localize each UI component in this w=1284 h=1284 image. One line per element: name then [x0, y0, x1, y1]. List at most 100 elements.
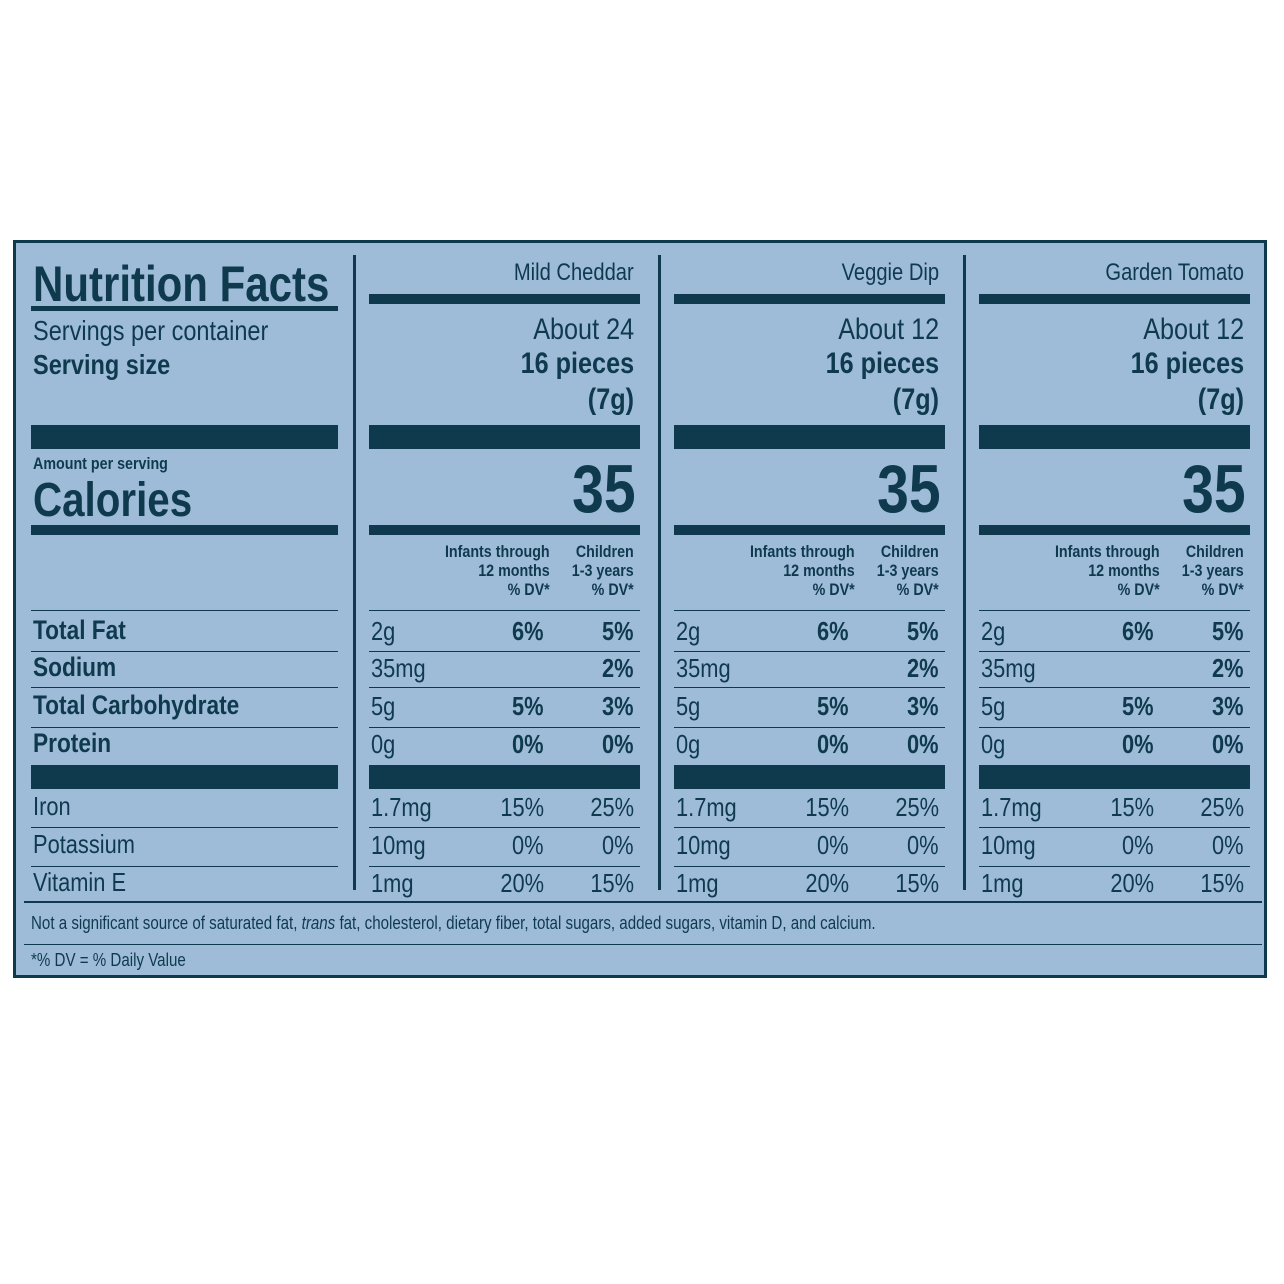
product-title-rule	[979, 294, 1250, 304]
children-dv-value: 15%	[1200, 868, 1244, 898]
nutrient-amount: 35mg	[981, 653, 1036, 683]
header-divider	[369, 610, 640, 611]
children-dv-value: 3%	[1212, 691, 1244, 721]
nutrient-label-total-fat: Total Fat	[33, 615, 126, 645]
infants-dv-value: 6%	[1122, 616, 1154, 646]
row-divider	[674, 651, 945, 652]
infants-dv-header: Infants through 12 months% DV*	[750, 542, 855, 599]
calories-rule	[369, 525, 640, 535]
row-divider	[979, 727, 1250, 728]
row-divider	[674, 727, 945, 728]
nutrient-amount: 1mg	[676, 868, 719, 898]
header-divider	[31, 610, 338, 611]
infants-dv-value: 5%	[817, 691, 849, 721]
nutrient-amount: 1mg	[981, 868, 1024, 898]
thick-rule	[979, 425, 1250, 449]
children-dv-header-line: 1-3 years	[1182, 561, 1244, 580]
not-significant-note: Not a significant source of saturated fa…	[31, 913, 876, 933]
children-dv-header: Children 1-3 years% DV*	[572, 542, 634, 599]
header-divider	[979, 610, 1250, 611]
nutrient-amount: 1.7mg	[371, 792, 432, 822]
serving-size-pieces: 16 pieces	[825, 347, 939, 380]
row-divider	[979, 827, 1250, 828]
infants-dv-value: 0%	[817, 830, 849, 860]
infants-dv-header: Infants through 12 months% DV*	[445, 542, 550, 599]
children-dv-value: 5%	[602, 616, 634, 646]
row-divider	[674, 866, 945, 867]
calories-rule	[31, 525, 338, 535]
children-dv-value: 2%	[1212, 653, 1244, 683]
children-dv-value: 5%	[1212, 616, 1244, 646]
infants-dv-header-line: 12 months	[1088, 561, 1160, 580]
infants-dv-header-line: 12 months	[478, 561, 550, 580]
serving-size-grams: (7g)	[587, 383, 634, 416]
thick-rule	[369, 765, 640, 789]
infants-dv-value: 15%	[1110, 792, 1154, 822]
row-divider	[31, 827, 338, 828]
thick-rule	[674, 425, 945, 449]
children-dv-value: 25%	[590, 792, 634, 822]
serving-size-label: Serving size	[33, 349, 171, 380]
nutrient-label-sodium: Sodium	[33, 652, 117, 682]
infants-dv-value: 20%	[500, 868, 544, 898]
infants-dv-value: 6%	[817, 616, 849, 646]
children-dv-header: Children 1-3 years% DV*	[877, 542, 939, 599]
header-divider	[674, 610, 945, 611]
nutrient-amount: 0g	[981, 729, 1006, 759]
children-dv-value: 0%	[602, 830, 634, 860]
row-divider	[979, 866, 1250, 867]
row-divider	[31, 687, 338, 688]
nutrient-amount: 5g	[981, 691, 1006, 721]
nutrient-amount: 2g	[981, 616, 1006, 646]
nutrient-amount: 10mg	[676, 830, 731, 860]
nutrient-amount: 35mg	[676, 653, 731, 683]
calories-rule	[979, 525, 1250, 535]
servings-per-container-label: Servings per container	[33, 315, 269, 346]
infants-dv-value: 5%	[1122, 691, 1154, 721]
children-dv-value: 25%	[1200, 792, 1244, 822]
nutrient-amount: 10mg	[371, 830, 426, 860]
children-dv-value: 5%	[907, 616, 939, 646]
children-dv-header-line: Children	[1186, 542, 1244, 561]
nutrient-amount: 5g	[676, 691, 701, 721]
infants-dv-value: 15%	[500, 792, 544, 822]
nutrient-label-total-carbohydrate: Total Carbohydrate	[33, 690, 240, 720]
children-dv-header-line: Children	[881, 542, 939, 561]
children-dv-value: 25%	[895, 792, 939, 822]
row-divider	[369, 866, 640, 867]
calories-label: Calories	[33, 474, 193, 527]
footer-rule	[24, 901, 1262, 903]
children-dv-value: 0%	[907, 729, 939, 759]
children-dv-header: Children 1-3 years% DV*	[1182, 542, 1244, 599]
children-dv-header-line: 1-3 years	[572, 561, 634, 580]
nutrient-amount: 35mg	[371, 653, 426, 683]
nutrient-amount: 10mg	[981, 830, 1036, 860]
nutrition-facts-panel: Nutrition Facts Servings per container S…	[13, 240, 1267, 978]
children-dv-value: 2%	[907, 653, 939, 683]
product-title-rule	[674, 294, 945, 304]
children-dv-header-line: Children	[576, 542, 634, 561]
children-dv-header-line: % DV*	[1201, 580, 1244, 599]
nutrient-label-vitamin-e: Vitamin E	[33, 867, 127, 897]
infants-dv-value: 0%	[1122, 729, 1154, 759]
children-dv-header-line: % DV*	[591, 580, 634, 599]
row-divider	[31, 866, 338, 867]
row-divider	[369, 687, 640, 688]
serving-size-grams: (7g)	[1197, 383, 1244, 416]
title-rule	[31, 306, 338, 311]
serving-size-grams: (7g)	[892, 383, 939, 416]
nutrient-label-iron: Iron	[33, 791, 71, 821]
thick-rule	[979, 765, 1250, 789]
children-dv-header-line: 1-3 years	[877, 561, 939, 580]
product-title-rule	[369, 294, 640, 304]
nutrient-label-potassium: Potassium	[33, 829, 135, 859]
column-separator	[658, 255, 661, 890]
row-divider	[979, 651, 1250, 652]
infants-dv-value: 0%	[512, 830, 544, 860]
infants-dv-header-line: % DV*	[507, 580, 550, 599]
children-dv-value: 3%	[602, 691, 634, 721]
row-divider	[369, 827, 640, 828]
row-divider	[979, 687, 1250, 688]
serving-size-pieces: 16 pieces	[1130, 347, 1244, 380]
calories-value: 35	[877, 451, 941, 527]
